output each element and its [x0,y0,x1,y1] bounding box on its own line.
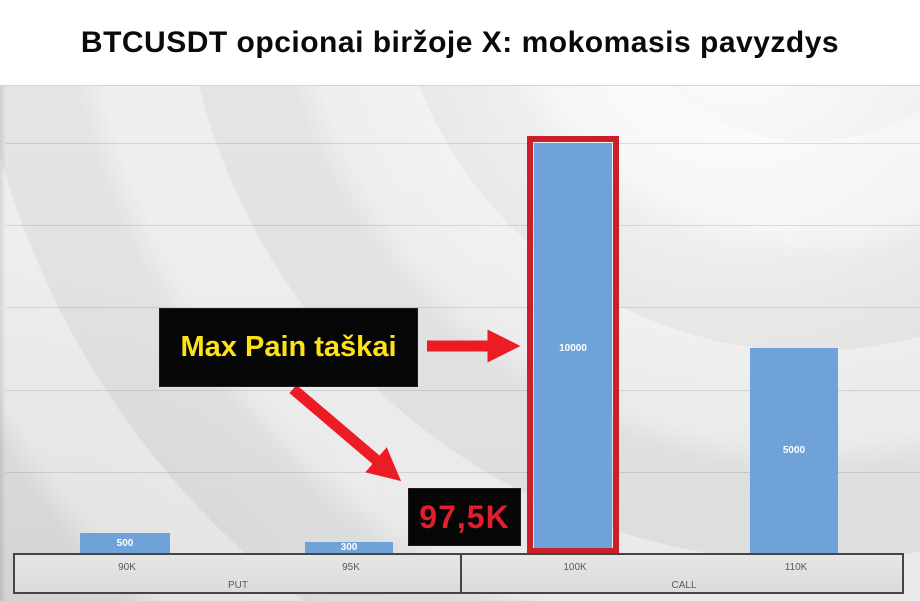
max-pain-label: Max Pain taškai [180,331,397,363]
bar-value-label: 5000 [782,445,806,456]
max-pain-price: 97,5K [419,498,510,535]
group-label-PUT: PUT [228,580,248,591]
bar-100K: 10000 [534,143,612,554]
max-pain-callout: Max Pain taškai [160,309,417,386]
gridline [6,225,920,227]
bar-110K: 5000 [750,348,838,554]
strike-label-90K: 90K [118,562,136,573]
arrow-to-max-pain-price [289,384,402,482]
bar-90K: 500 [80,533,170,554]
gridline [6,471,920,473]
title-bar: BTCUSDT opcionai biržoje X: mokomasis pa… [0,0,920,85]
gridline [6,143,920,144]
bar-95K: 300 [305,542,393,554]
page-title: BTCUSDT opcionai biržoje X: mokomasis pa… [80,25,840,59]
strike-label-110K: 110K [784,562,808,573]
bar-value-label: 300 [340,542,358,553]
chart-area: 500 300 10000 5000 Max Pain taškai 97,5K 90… [0,85,920,601]
strike-label-95K: 95K [342,562,360,573]
group-label-CALL: CALL [671,580,697,591]
gridline [6,307,920,309]
bar-value-label: 10000 [559,342,587,354]
put-call-divider [460,555,462,592]
max-pain-highlight-box [527,136,619,554]
strike-label-100K: 100K [563,562,587,573]
gridline [6,389,920,391]
category-axis: 90K 95K 100K 110K PUT CALL [13,553,904,594]
bar-value-label: 500 [116,537,134,549]
max-pain-price-callout: 97,5K [409,489,520,545]
